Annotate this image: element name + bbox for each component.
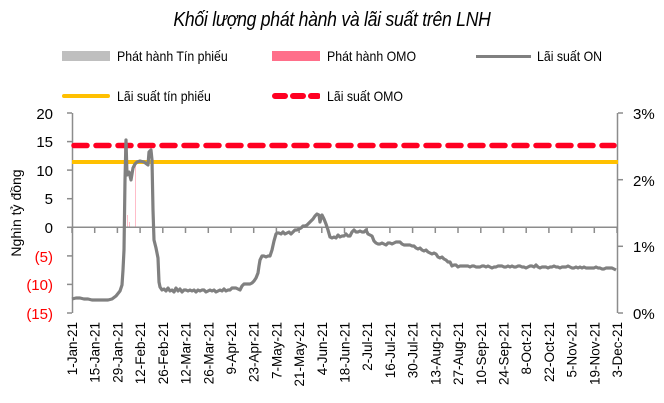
svg-text:0: 0 xyxy=(45,220,53,237)
legend-tp-rate: Lãi suất tín phiếu xyxy=(62,88,224,104)
svg-text:24-Sep-21: 24-Sep-21 xyxy=(497,322,512,385)
legend-swatch-gray-line xyxy=(476,54,531,58)
svg-text:12-Feb-21: 12-Feb-21 xyxy=(133,322,148,384)
svg-text:1%: 1% xyxy=(633,239,655,256)
svg-text:5-Nov-21: 5-Nov-21 xyxy=(565,322,580,378)
legend-label: Lãi suất tín phiếu xyxy=(117,88,211,104)
svg-text:13-Aug-21: 13-Aug-21 xyxy=(428,322,443,385)
chart-title: Khối lượng phát hành và lãi suất trên LN… xyxy=(173,9,491,31)
legend-omo-rate: Lãi suất OMO xyxy=(272,88,413,104)
svg-text:3-Dec-21: 3-Dec-21 xyxy=(610,322,625,378)
on-rate-line xyxy=(71,138,617,302)
right-y-tick-labels: 3% 2% 1% 0% xyxy=(633,106,655,323)
svg-text:16-Jul-21: 16-Jul-21 xyxy=(383,322,398,378)
svg-text:1-Jan-21: 1-Jan-21 xyxy=(65,322,80,375)
svg-text:15-Jan-21: 15-Jan-21 xyxy=(88,322,103,383)
svg-text:12-Mar-21: 12-Mar-21 xyxy=(179,322,194,384)
left-y-ticks xyxy=(67,112,72,314)
svg-text:23-Apr-21: 23-Apr-21 xyxy=(247,322,262,382)
legend-label: Phát hành Tín phiếu xyxy=(117,48,228,64)
svg-text:21-May-21: 21-May-21 xyxy=(292,322,307,387)
legend-label: Lãi suất ON xyxy=(537,48,603,64)
svg-text:22-Oct-21: 22-Oct-21 xyxy=(542,322,557,382)
svg-text:29-Jan-21: 29-Jan-21 xyxy=(110,322,125,383)
svg-text:8-Oct-21: 8-Oct-21 xyxy=(519,322,534,375)
svg-text:(15): (15) xyxy=(26,306,53,323)
left-y-axis-label: Nghìn tỷ đồng xyxy=(8,169,24,256)
legend-swatch-red-dashed-line xyxy=(272,93,320,99)
legend-label: Phát hành OMO xyxy=(327,48,417,64)
svg-text:26-Feb-21: 26-Feb-21 xyxy=(156,322,171,384)
svg-text:9-Apr-21: 9-Apr-21 xyxy=(224,322,239,375)
svg-text:10: 10 xyxy=(36,163,53,180)
legend-swatch-pink-bar xyxy=(272,51,320,61)
svg-text:2%: 2% xyxy=(633,173,655,190)
svg-text:10-Sep-21: 10-Sep-21 xyxy=(474,322,489,385)
svg-text:(10): (10) xyxy=(26,277,53,294)
svg-text:26-Mar-21: 26-Mar-21 xyxy=(201,322,216,384)
legend-tin-phieu: Phát hành Tín phiếu xyxy=(62,48,243,64)
legend-omo-issue: Phát hành OMO xyxy=(272,48,428,64)
svg-text:3%: 3% xyxy=(633,106,655,123)
svg-text:20: 20 xyxy=(36,106,53,123)
legend-swatch-yellow-line xyxy=(62,94,110,98)
svg-text:15: 15 xyxy=(36,134,53,151)
x-axis-labels: 1-Jan-21 15-Jan-21 29-Jan-21 12-Feb-21 2… xyxy=(65,322,625,387)
svg-text:19-Nov-21: 19-Nov-21 xyxy=(587,322,602,385)
svg-text:(5): (5) xyxy=(35,249,53,266)
right-y-ticks xyxy=(618,112,623,314)
svg-text:2-Jul-21: 2-Jul-21 xyxy=(360,322,375,371)
left-y-tick-labels: 20 15 10 5 0 (5) (10) (15) xyxy=(26,106,53,323)
svg-text:27-Aug-21: 27-Aug-21 xyxy=(451,322,466,385)
svg-text:4-Jun-21: 4-Jun-21 xyxy=(315,322,330,375)
svg-text:5: 5 xyxy=(45,191,53,208)
legend-swatch-gray-bar xyxy=(62,51,110,61)
svg-text:18-Jun-21: 18-Jun-21 xyxy=(338,322,353,383)
legend-on-rate: Lãi suất ON xyxy=(476,48,611,64)
legend-label: Lãi suất OMO xyxy=(327,88,404,104)
svg-text:30-Jul-21: 30-Jul-21 xyxy=(406,322,421,378)
svg-text:0%: 0% xyxy=(633,306,655,323)
svg-text:7-May-21: 7-May-21 xyxy=(269,322,284,379)
